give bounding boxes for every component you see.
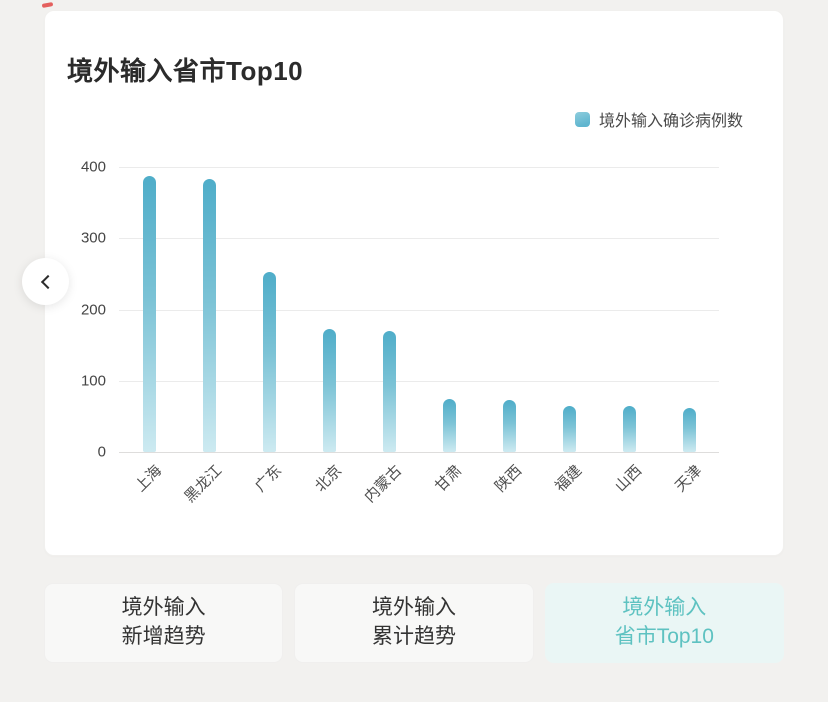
bar-天津[interactable] bbox=[682, 407, 696, 452]
bar-福建[interactable] bbox=[562, 405, 576, 452]
x-tick-label-上海: 上海 bbox=[131, 462, 166, 496]
y-tick-label-0: 0 bbox=[97, 443, 106, 461]
y-tick-label-100: 100 bbox=[80, 372, 106, 390]
gridline-400 bbox=[119, 167, 719, 168]
bar-上海[interactable] bbox=[142, 175, 156, 452]
legend-label: 境外输入确诊病例数 bbox=[598, 113, 743, 130]
bar-山西[interactable] bbox=[622, 406, 636, 452]
bar-广东[interactable] bbox=[262, 271, 276, 452]
bar-北京[interactable] bbox=[322, 328, 336, 452]
x-tick-label-甘肃: 甘肃 bbox=[431, 462, 466, 496]
bar-黑龙江[interactable] bbox=[202, 179, 216, 452]
artifact-mark bbox=[41, 2, 54, 8]
gridline-300 bbox=[119, 238, 719, 240]
plot-area: 0 100 200 300 400 上海 黑龙江 广东 北京 内蒙古 甘肃 陕西 福建 山西 天津 bbox=[81, 159, 719, 506]
x-tick-label-天津: 天津 bbox=[671, 462, 706, 496]
tab-bar: 境外输入 新增趋势 境外输入 累计趋势 境外输入 省市Top10 bbox=[44, 583, 784, 663]
bar-chart: 0 100 200 300 400 上海 黑龙江 广东 北京 内蒙古 甘肃 陕西 福建 山西 天津 bbox=[81, 159, 719, 506]
x-tick-label-黑龙江: 黑龙江 bbox=[181, 462, 226, 506]
x-tick-label-山西: 山西 bbox=[611, 462, 646, 496]
y-tick-label-400: 400 bbox=[80, 158, 106, 176]
bar-内蒙古[interactable] bbox=[382, 330, 396, 452]
gridline-0 bbox=[119, 452, 719, 453]
gridline-200 bbox=[119, 309, 719, 311]
tab-imported-cumulative-trend[interactable]: 境外输入 累计趋势 bbox=[294, 583, 534, 663]
prev-chart-button[interactable] bbox=[22, 258, 69, 305]
chart-title: 境外输入省市Top10 bbox=[67, 56, 304, 86]
x-tick-label-陕西: 陕西 bbox=[491, 462, 526, 496]
gridline-100 bbox=[119, 380, 719, 382]
y-tick-label-200: 200 bbox=[80, 301, 106, 318]
x-tick-label-内蒙古: 内蒙古 bbox=[361, 462, 406, 506]
bar-陕西[interactable] bbox=[502, 400, 516, 452]
legend[interactable]: 境外输入确诊病例数 bbox=[574, 107, 743, 131]
tab-imported-new-trend[interactable]: 境外输入 新增趋势 bbox=[44, 583, 284, 663]
tab-imported-top10[interactable]: 境外输入 省市Top10 bbox=[544, 583, 784, 663]
x-tick-label-广东: 广东 bbox=[251, 462, 286, 496]
x-tick-label-北京: 北京 bbox=[311, 462, 346, 496]
x-tick-label-福建: 福建 bbox=[551, 462, 586, 496]
chart-card: 境外输入省市Top10 境外输入确诊病例数 0 100 200 300 400 上海 黑龙江… bbox=[44, 10, 784, 556]
y-tick-label-300: 300 bbox=[80, 229, 106, 247]
legend-swatch-icon bbox=[574, 111, 590, 127]
bar-甘肃[interactable] bbox=[442, 399, 456, 452]
chevron-left-icon bbox=[40, 274, 55, 289]
